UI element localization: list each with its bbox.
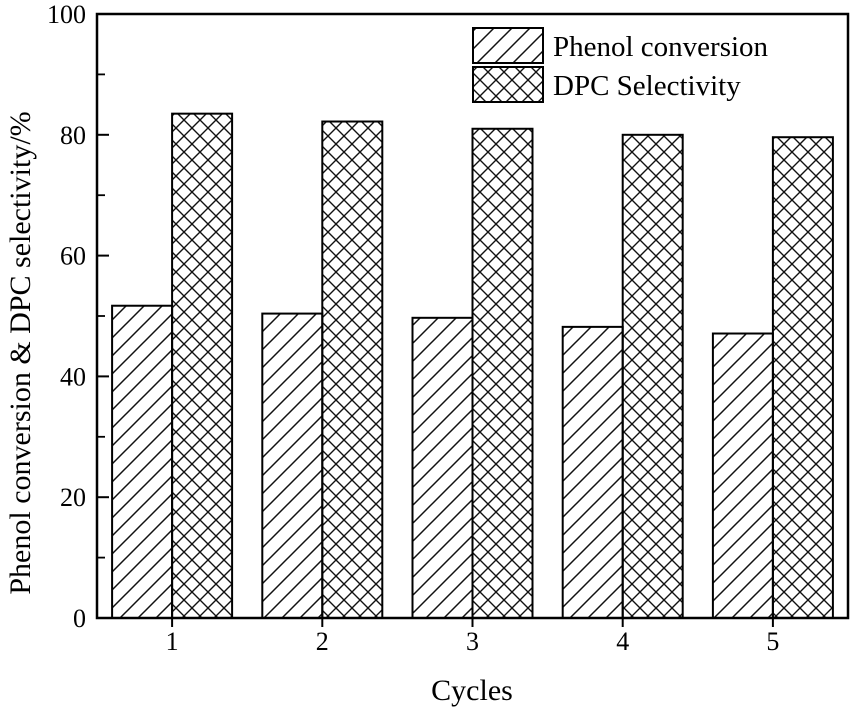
x-tick-label: 3: [466, 627, 479, 656]
y-tick-label: 100: [47, 0, 86, 29]
legend-swatch-dpc-selectivity: [472, 66, 544, 103]
bar-phenol-conversion-cycle-4: [561, 325, 624, 619]
bar-phenol-conversion-cycle-2: [261, 312, 324, 619]
x-tick-label: 1: [166, 627, 179, 656]
bar-dpc-selectivity-cycle-5: [771, 136, 834, 619]
bar-dpc-selectivity-cycle-4: [621, 133, 684, 620]
x-tick-label: 5: [766, 627, 779, 656]
legend-label-dpc-selectivity: DPC Selectivity: [553, 70, 741, 102]
legend: Phenol conversion DPC Selectivity: [472, 27, 769, 103]
bar-phenol-conversion-cycle-3: [411, 316, 474, 619]
y-tick-label: 60: [60, 242, 86, 271]
bar-phenol-conversion-cycle-1: [111, 304, 174, 619]
y-tick-label: 0: [73, 604, 86, 633]
plot-border: [95, 12, 850, 620]
bar-dpc-selectivity-cycle-3: [471, 127, 534, 619]
y-axis-title: Phenol conversion & DPC selectivity/%: [4, 111, 37, 594]
tick-labels-group: 1 2 3 4 5 0 20 40 60 80 100: [47, 0, 779, 656]
y-tick-label: 20: [60, 483, 86, 512]
y-tick-label: 40: [60, 362, 86, 391]
bar-phenol-conversion-cycle-5: [711, 332, 774, 619]
x-tick-label: 4: [616, 627, 629, 656]
bar-dpc-selectivity-cycle-2: [321, 120, 384, 620]
legend-swatch-phenol-conversion: [472, 27, 544, 64]
x-tick-label: 2: [316, 627, 329, 656]
legend-label-phenol-conversion: Phenol conversion: [553, 31, 769, 63]
ticks-group: [98, 13, 774, 627]
y-tick-label: 80: [60, 121, 86, 150]
x-axis-title: Cycles: [431, 674, 513, 707]
bars-group: [111, 112, 834, 620]
bar-dpc-selectivity-cycle-1: [171, 112, 234, 619]
